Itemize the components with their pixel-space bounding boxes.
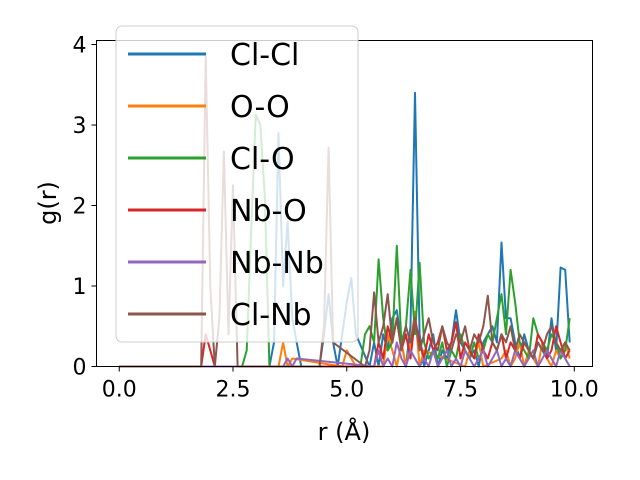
legend-label: Cl-O xyxy=(230,142,295,177)
legend-label: Nb-O xyxy=(230,194,307,229)
x-tick-label: 5.0 xyxy=(329,378,364,403)
legend-box xyxy=(115,25,359,343)
y-tick-label: 0 xyxy=(73,356,87,381)
legend-label: Nb-Nb xyxy=(230,246,324,281)
y-tick-label: 4 xyxy=(73,34,87,59)
legend-label: O-O xyxy=(230,90,290,125)
legend-label: Cl-Cl xyxy=(230,38,299,73)
x-tick-label: 2.5 xyxy=(216,378,251,403)
x-tick-label: 0.0 xyxy=(102,378,137,403)
y-tick-label: 2 xyxy=(73,195,87,220)
y-tick-label: 1 xyxy=(73,275,87,300)
y-tick-label: 3 xyxy=(73,114,87,139)
y-axis: 0 1 2 3 4 xyxy=(73,34,97,381)
legend-label: Cl-Nb xyxy=(230,298,312,333)
legend: Cl-Cl O-O Cl-O Nb-O Nb-Nb Cl-Nb xyxy=(115,25,359,343)
x-tick-label: 7.5 xyxy=(443,378,478,403)
x-axis: 0.0 2.5 5.0 7.5 10.0 xyxy=(102,366,599,403)
x-tick-label: 10.0 xyxy=(550,378,599,403)
y-axis-title: g(r) xyxy=(34,181,62,225)
x-axis-title: r (Å) xyxy=(318,417,371,446)
